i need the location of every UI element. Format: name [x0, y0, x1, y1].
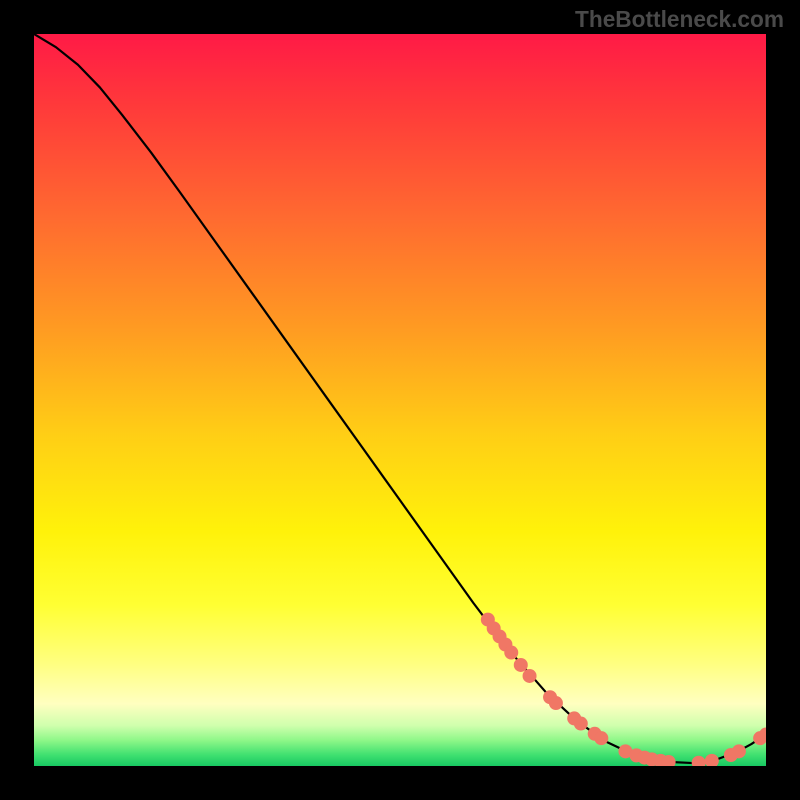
data-marker — [594, 731, 608, 745]
chart-frame: TheBottleneck.com — [0, 0, 800, 800]
chart-svg — [34, 34, 766, 766]
data-marker — [574, 717, 588, 731]
data-marker — [732, 744, 746, 758]
data-marker — [504, 646, 518, 660]
watermark-text: TheBottleneck.com — [575, 6, 784, 33]
data-marker — [549, 696, 563, 710]
data-marker — [514, 658, 528, 672]
plot-area — [34, 34, 766, 766]
data-marker — [523, 669, 537, 683]
